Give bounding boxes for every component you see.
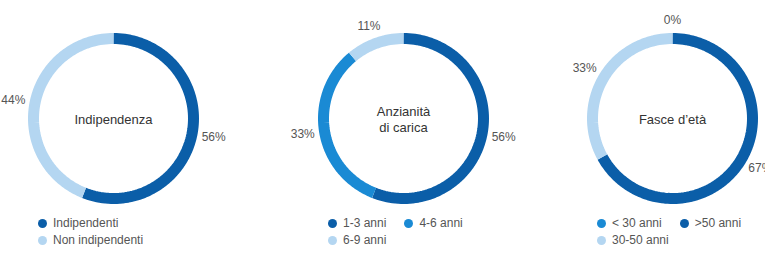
html-text:4-6 anni: 4-6 anni	[419, 216, 463, 230]
svg-text:0%: 0%	[664, 13, 682, 27]
svg-text:67%: 67%	[748, 161, 765, 175]
svg-text:Anzianitàdi carica: Anzianitàdi carica	[377, 104, 431, 135]
html-text:6-9 anni: 6-9 anni	[343, 233, 387, 247]
svg-text:56%: 56%	[492, 130, 516, 144]
svg-text:33%: 33%	[291, 127, 315, 141]
html-text:Non indipendenti: Non indipendenti	[53, 233, 144, 247]
html-text:< 30 anni: < 30 anni	[612, 216, 662, 230]
html-text:30-50 anni: 30-50 anni	[612, 233, 669, 247]
svg-text:Fasce d’età: Fasce d’età	[639, 112, 707, 127]
svg-text:11%: 11%	[357, 19, 380, 33]
html-text:1-3 anni: 1-3 anni	[343, 216, 387, 230]
svg-text:33%: 33%	[573, 61, 597, 75]
svg-text:Indipendenza: Indipendenza	[74, 112, 153, 127]
svg-text:44%: 44%	[1, 93, 25, 107]
svg-text:56%: 56%	[202, 130, 226, 144]
html-text:>50 anni: >50 anni	[694, 216, 742, 230]
html-text:Indipendenti: Indipendenti	[53, 216, 119, 230]
